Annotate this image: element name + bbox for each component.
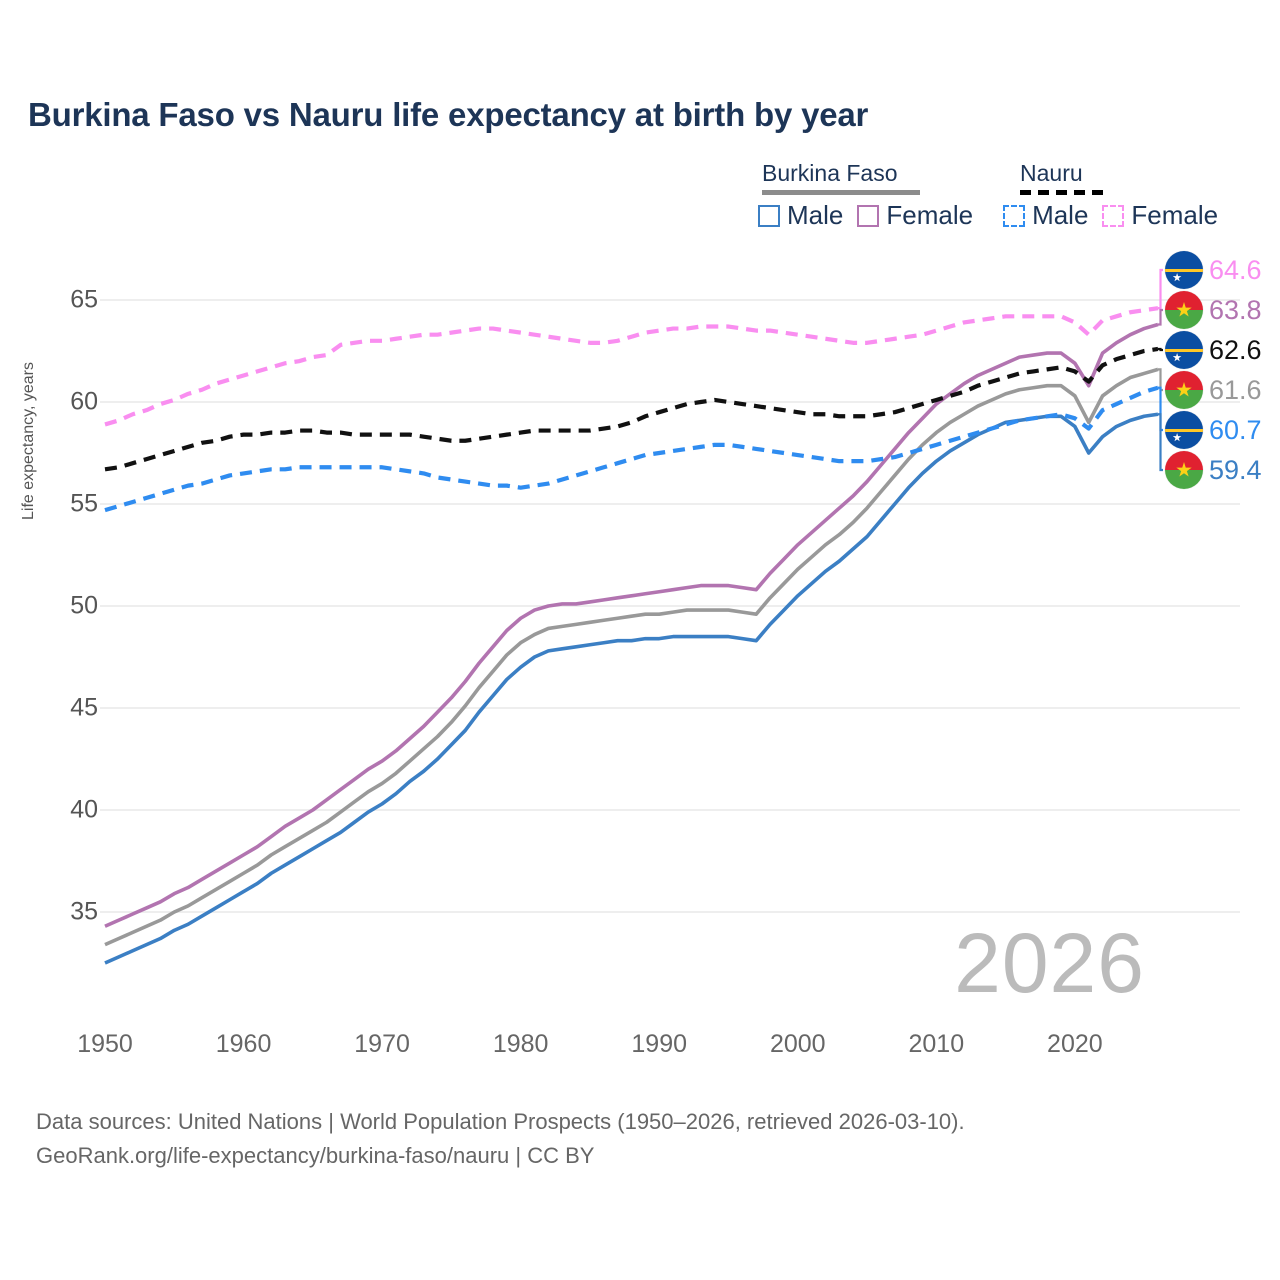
footer-data-sources: Data sources: United Nations | World Pop… bbox=[36, 1109, 965, 1134]
nauru-flag-icon bbox=[1165, 251, 1203, 289]
end-label-value: 62.6 bbox=[1209, 334, 1262, 365]
nauru-flag-icon bbox=[1165, 331, 1203, 369]
end-label-nauru-male[interactable]: 60.7 bbox=[1165, 410, 1262, 450]
page-title: Burkina Faso vs Nauru life expectancy at… bbox=[28, 96, 869, 133]
legend-items: Male Female Male Female bbox=[758, 200, 1228, 231]
end-label-value: 63.8 bbox=[1209, 294, 1262, 325]
end-label-connector bbox=[1158, 413, 1163, 472]
legend-item-burkina-faso-female[interactable]: Female bbox=[857, 200, 973, 231]
legend-group-rule-dashed bbox=[1020, 190, 1104, 195]
end-label-nauru-both[interactable]: 62.6 bbox=[1165, 330, 1262, 370]
y-axis-tick-label: 50 bbox=[70, 591, 98, 620]
end-label-connector bbox=[1158, 308, 1163, 326]
y-axis-tick-label: 45 bbox=[70, 693, 98, 722]
x-axis-tick-label: 1950 bbox=[77, 1030, 133, 1058]
end-label-connector bbox=[1158, 386, 1163, 432]
legend-group-label: Nauru bbox=[1020, 160, 1083, 186]
burkina-faso-flag-icon bbox=[1165, 451, 1203, 489]
end-label-value: 59.4 bbox=[1209, 454, 1262, 485]
series-line-nauru-male bbox=[104, 385, 1159, 513]
end-label-nauru-female[interactable]: 64.6 bbox=[1165, 250, 1262, 290]
x-axis-tick-label: 2020 bbox=[1047, 1030, 1103, 1058]
y-axis-tick-label: 55 bbox=[70, 489, 98, 518]
legend-group-nauru: Nauru bbox=[1020, 160, 1104, 195]
footer-attribution: GeoRank.org/life-expectancy/burkina-faso… bbox=[36, 1143, 595, 1169]
legend-item-burkina-faso-male[interactable]: Male bbox=[758, 200, 843, 231]
series-line-burkina-faso-male bbox=[104, 412, 1159, 965]
series-line-burkina-faso-female bbox=[104, 322, 1159, 928]
end-label-connector bbox=[1158, 368, 1163, 392]
burkina-faso-flag-icon bbox=[1165, 371, 1203, 409]
year-watermark: 2026 bbox=[954, 916, 1145, 1010]
y-axis-tick-label: 35 bbox=[70, 897, 98, 926]
legend-item-label: Male bbox=[787, 200, 844, 230]
y-axis-tick-label: 40 bbox=[70, 795, 98, 824]
y-axis-tick-label: 65 bbox=[70, 285, 98, 314]
legend-swatch-icon bbox=[1003, 204, 1026, 227]
chart-footer: Data sources: United Nations | World Pop… bbox=[36, 1105, 965, 1173]
end-label-burkina-faso-male[interactable]: 59.4 bbox=[1165, 450, 1262, 490]
legend-swatch-icon bbox=[1102, 204, 1125, 227]
chart-legend: Burkina Faso Nauru Male Female Male bbox=[758, 160, 1258, 240]
series-line-nauru-both bbox=[104, 346, 1159, 472]
legend-item-label: Female bbox=[1131, 200, 1219, 230]
end-label-value: 61.6 bbox=[1209, 374, 1262, 405]
end-label-value: 60.7 bbox=[1209, 414, 1262, 445]
series-line-nauru-female bbox=[104, 306, 1159, 427]
y-axis-tick-label: 60 bbox=[70, 387, 98, 416]
end-label-connector bbox=[1158, 347, 1163, 352]
x-axis-tick-label: 1960 bbox=[215, 1030, 272, 1058]
legend-swatch-icon bbox=[857, 204, 880, 227]
legend-group-burkina-faso: Burkina Faso bbox=[762, 160, 920, 195]
series-line-burkina-faso-both bbox=[104, 367, 1159, 947]
legend-item-label: Female bbox=[886, 200, 974, 230]
x-axis-tick-label: 1990 bbox=[631, 1030, 688, 1058]
legend-swatch-icon bbox=[758, 204, 780, 227]
legend-group-label: Burkina Faso bbox=[762, 160, 898, 186]
x-axis-tick-label: 1980 bbox=[492, 1030, 549, 1058]
end-label-value: 64.6 bbox=[1209, 254, 1262, 285]
end-label-connector bbox=[1158, 268, 1163, 310]
x-axis-tick-label: 2010 bbox=[908, 1030, 965, 1058]
legend-item-label: Male bbox=[1032, 200, 1089, 230]
x-axis-tick-label: 2000 bbox=[769, 1030, 826, 1058]
x-axis-tick-label: 1970 bbox=[354, 1030, 410, 1058]
legend-item-nauru-male[interactable]: Male bbox=[1003, 200, 1088, 231]
end-label-burkina-faso-both[interactable]: 61.6 bbox=[1165, 370, 1262, 410]
nauru-flag-icon bbox=[1165, 411, 1203, 449]
burkina-faso-flag-icon bbox=[1165, 291, 1203, 329]
end-label-burkina-faso-female[interactable]: 63.8 bbox=[1165, 290, 1262, 330]
legend-item-nauru-female[interactable]: Female bbox=[1102, 200, 1218, 231]
legend-group-rule-solid bbox=[762, 190, 920, 195]
